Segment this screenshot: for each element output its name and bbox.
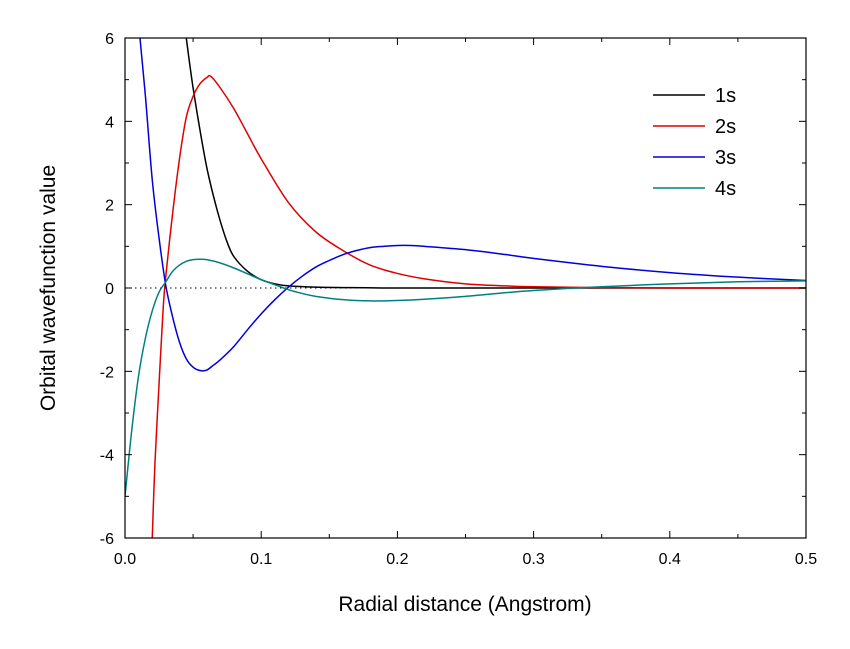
tick-labels-layer: 0.0 0.1 0.2 0.3 0.4 0.5 -6 -4 -2 0 2 4 6 <box>100 31 817 568</box>
y-tick-label: -2 <box>100 364 114 381</box>
series-line-1s <box>185 38 806 289</box>
ticks-layer <box>124 37 807 539</box>
series-line-2s <box>151 74 806 538</box>
series-line-3s <box>139 38 806 372</box>
y-tick-label: 2 <box>105 198 114 215</box>
y-tick-label: -4 <box>100 448 114 465</box>
y-tick-label: 6 <box>105 31 114 48</box>
series-line-4s <box>125 258 806 497</box>
x-tick-label: 0.0 <box>114 551 136 568</box>
x-tick-label: 0.1 <box>250 551 272 568</box>
legend-label-2s: 2s <box>715 116 736 138</box>
x-tick-label: 0.2 <box>386 551 408 568</box>
x-tick-label: 0.4 <box>659 551 681 568</box>
y-tick-label: -6 <box>100 531 114 548</box>
y-tick-label: 0 <box>105 281 114 298</box>
legend-label-4s: 4s <box>715 178 736 200</box>
y-axis-title: Orbital wavefunction value <box>37 165 60 411</box>
legend-label-1s: 1s <box>715 85 736 107</box>
legend-label-3s: 3s <box>715 147 736 169</box>
x-tick-label: 0.5 <box>795 551 817 568</box>
x-axis-title: Radial distance (Angstrom) <box>338 593 591 616</box>
series-layer <box>125 38 806 538</box>
y-tick-label: 4 <box>105 114 114 131</box>
legend: 1s 2s 3s 4s <box>653 85 736 200</box>
x-tick-label: 0.3 <box>522 551 544 568</box>
